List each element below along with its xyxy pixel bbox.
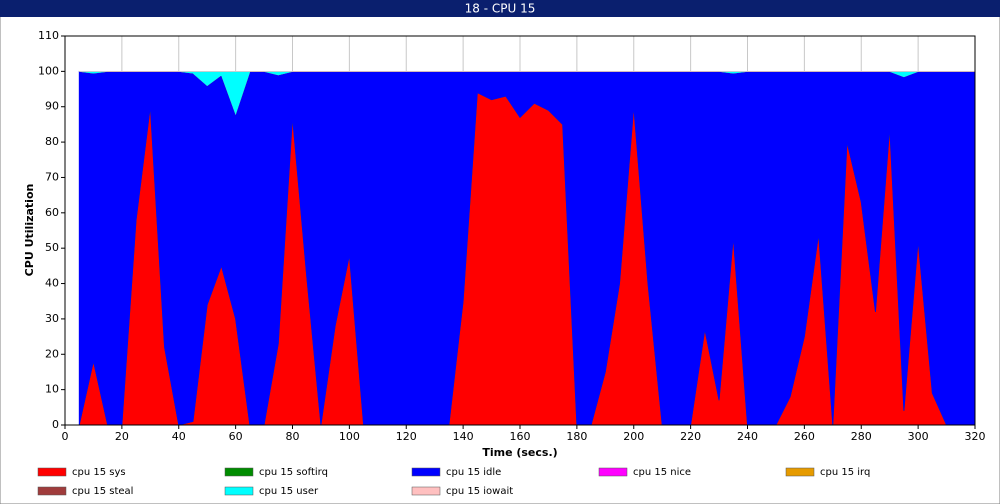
y-tick-label: 30 — [45, 312, 59, 325]
x-tick-label: 300 — [908, 430, 929, 443]
legend-label: cpu 15 iowait — [446, 486, 513, 497]
legend-label: cpu 15 steal — [72, 486, 133, 497]
y-tick-label: 40 — [45, 277, 59, 290]
y-axis-label: CPU Utilization — [23, 184, 36, 277]
y-tick-label: 80 — [45, 135, 59, 148]
x-tick-label: 280 — [851, 430, 872, 443]
legend-swatch — [785, 467, 815, 477]
x-tick-label: 180 — [566, 430, 587, 443]
y-tick-label: 70 — [45, 170, 59, 183]
y-tick-label: 110 — [38, 29, 59, 42]
y-tick-label: 50 — [45, 241, 59, 254]
x-tick-label: 220 — [680, 430, 701, 443]
legend-label: cpu 15 nice — [633, 467, 691, 478]
x-tick-label: 120 — [396, 430, 417, 443]
x-axis-label: Time (secs.) — [482, 446, 557, 459]
legend-swatch — [37, 486, 67, 496]
x-tick-label: 260 — [794, 430, 815, 443]
legend-swatch — [224, 486, 254, 496]
x-tick-label: 80 — [286, 430, 300, 443]
y-tick-label: 0 — [52, 418, 59, 431]
legend-swatch — [224, 467, 254, 477]
legend-swatch — [598, 467, 628, 477]
y-tick-label: 60 — [45, 206, 59, 219]
legend-swatch — [37, 467, 67, 477]
legend-swatch — [411, 467, 441, 477]
x-tick-label: 0 — [62, 430, 69, 443]
legend-label: cpu 15 softirq — [259, 467, 328, 478]
title-bar — [0, 0, 1000, 17]
legend-label: cpu 15 user — [259, 486, 319, 497]
y-tick-label: 90 — [45, 100, 59, 113]
x-tick-label: 200 — [623, 430, 644, 443]
y-tick-label: 20 — [45, 347, 59, 360]
legend-swatch — [411, 486, 441, 496]
legend-label: cpu 15 sys — [72, 467, 126, 478]
y-tick-label: 100 — [38, 64, 59, 77]
x-tick-label: 100 — [339, 430, 360, 443]
x-tick-label: 240 — [737, 430, 758, 443]
legend-label: cpu 15 idle — [446, 467, 501, 478]
x-tick-label: 160 — [510, 430, 531, 443]
x-tick-label: 20 — [115, 430, 129, 443]
x-tick-label: 140 — [453, 430, 474, 443]
x-tick-label: 60 — [229, 430, 243, 443]
x-tick-label: 320 — [965, 430, 986, 443]
x-tick-label: 40 — [172, 430, 186, 443]
legend-label: cpu 15 irq — [820, 467, 870, 478]
window-title: 18 - CPU 15 — [465, 2, 536, 16]
y-tick-label: 10 — [45, 383, 59, 396]
